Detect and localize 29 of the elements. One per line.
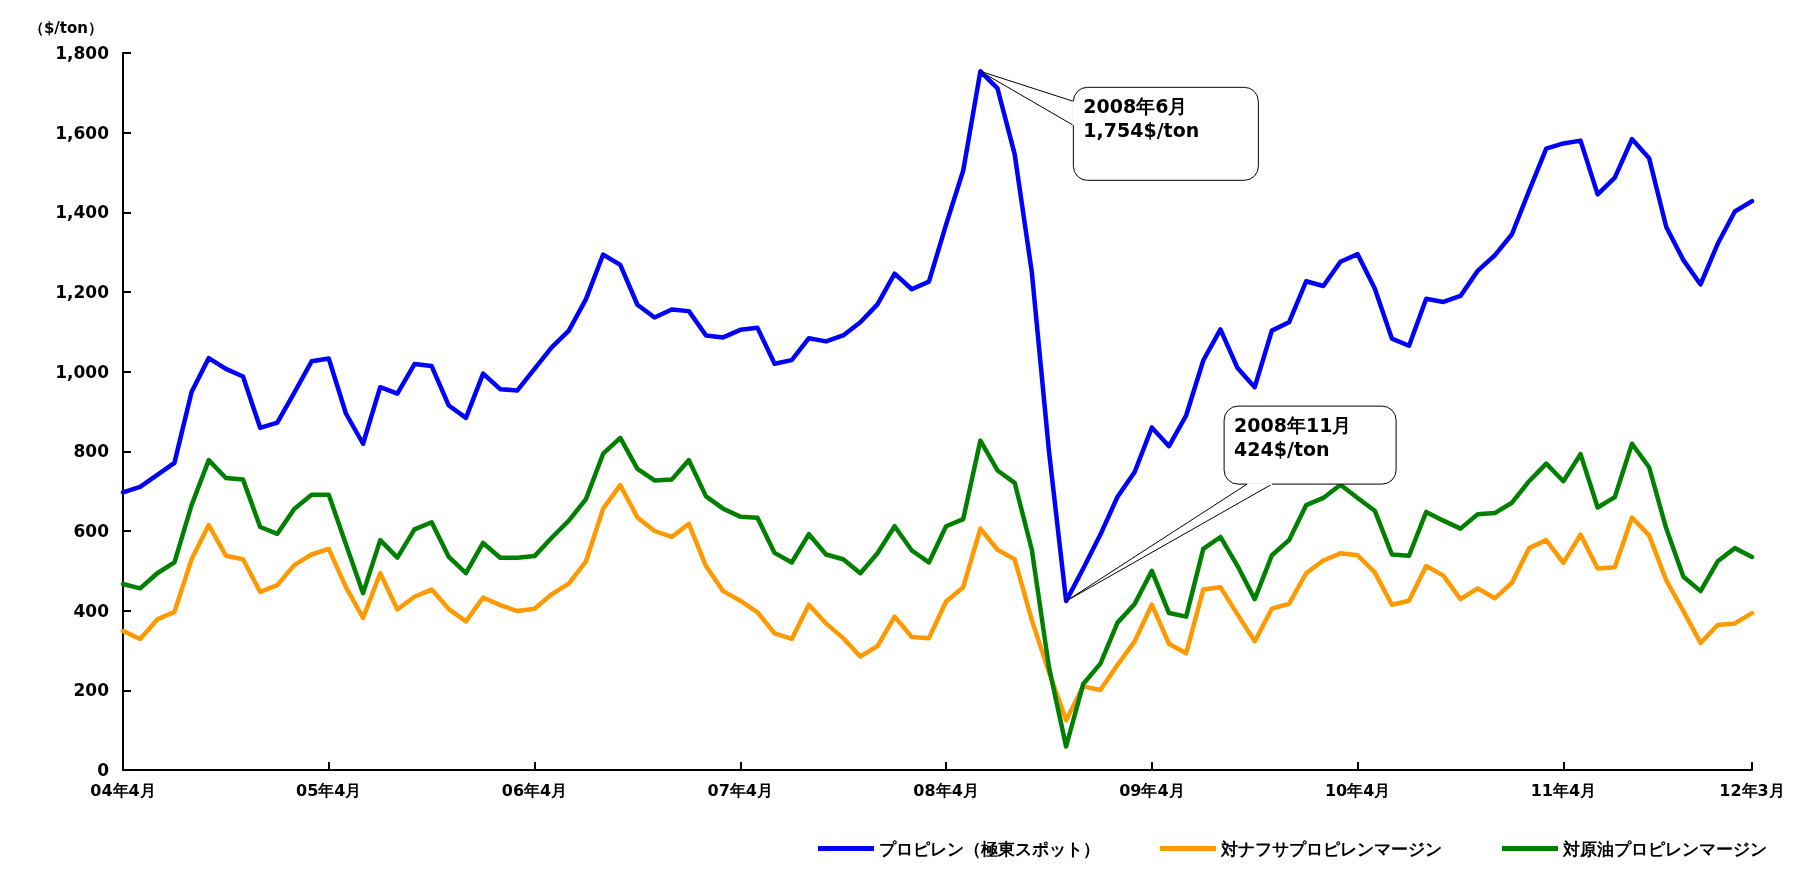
annotation: 2008年11月 424$/ton bbox=[1234, 414, 1352, 461]
x-tick-label: 09年4月 bbox=[1119, 780, 1185, 800]
x-tick-label: 06年4月 bbox=[501, 780, 568, 800]
annotation: 2008年6月 1,754$/ton bbox=[1083, 95, 1200, 142]
line-series bbox=[120, 435, 1755, 749]
legend-label: 対ナフサプロピレンマージン bbox=[1220, 838, 1442, 859]
x-tick-label: 12年3月 bbox=[1719, 780, 1785, 800]
legend-label: プロピレン（極東スポット） bbox=[879, 838, 1100, 859]
line-series bbox=[120, 69, 1755, 604]
x-tick-label: 07年4月 bbox=[707, 780, 774, 800]
y-tick-label: 400 bbox=[73, 600, 110, 621]
y-tick-label: 1,400 bbox=[55, 202, 110, 223]
x-tick-label: 04年4月 bbox=[90, 780, 156, 800]
y-axis-title: （$/ton） bbox=[28, 18, 103, 37]
line-series bbox=[120, 482, 1755, 723]
x-tick-label: 08年4月 bbox=[913, 780, 979, 800]
y-tick-label: 1,800 bbox=[55, 43, 110, 63]
y-tick-label: 1,600 bbox=[55, 122, 110, 143]
y-tick-label: 1,000 bbox=[55, 361, 110, 382]
x-tick-label: 10年4月 bbox=[1324, 780, 1391, 800]
y-tick-label: 800 bbox=[73, 441, 110, 462]
y-tick-label: 0 bbox=[97, 760, 110, 780]
x-tick-label: 11年4月 bbox=[1530, 780, 1597, 800]
y-tick-label: 600 bbox=[73, 521, 110, 541]
legend-label: 対原油プロピレンマージン bbox=[1562, 838, 1767, 859]
y-tick-label: 1,200 bbox=[55, 282, 110, 302]
callout-box: 2008年11月 424$/ton bbox=[1065, 405, 1397, 602]
x-tick-label: 05年4月 bbox=[296, 780, 362, 800]
y-tick-label: 200 bbox=[73, 680, 110, 701]
